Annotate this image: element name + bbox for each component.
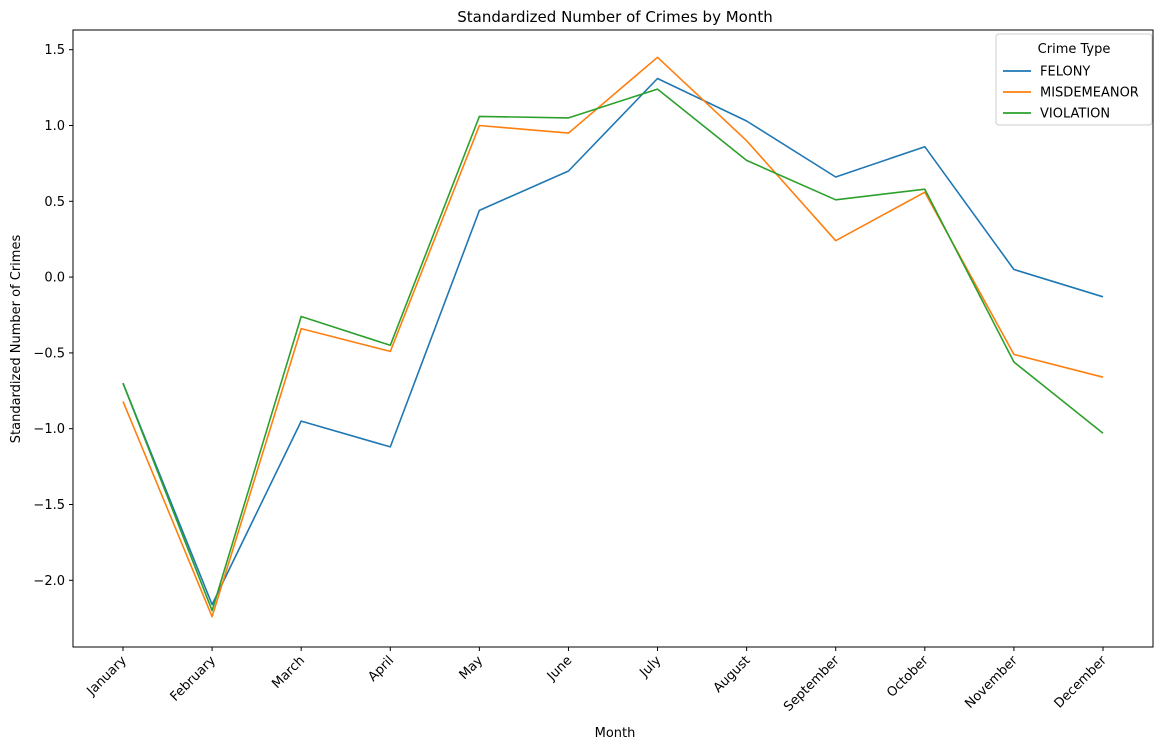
y-tick-label: 1.0 bbox=[44, 119, 65, 134]
y-tick-label: 0.0 bbox=[44, 271, 65, 286]
x-axis-label: Month bbox=[595, 726, 636, 741]
series-line-violation bbox=[122, 88, 1104, 612]
legend-title: Crime Type bbox=[1038, 42, 1111, 57]
legend-label-violation: VIOLATION bbox=[1040, 107, 1110, 122]
legend-label-misdemeanor: MISDEMEANOR bbox=[1040, 86, 1139, 101]
x-tick-label: December bbox=[1052, 653, 1111, 712]
legend: Crime Type FELONY MISDEMEANOR VIOLATION bbox=[995, 33, 1153, 126]
y-tick-label: −1.5 bbox=[33, 498, 65, 513]
series-line-misdemeanor bbox=[122, 56, 1104, 618]
x-tick-label: August bbox=[711, 653, 754, 696]
x-tick-label: January bbox=[84, 653, 130, 699]
y-tick-label: −2.0 bbox=[33, 574, 65, 589]
chart-title: Standardized Number of Crimes by Month bbox=[457, 8, 772, 26]
y-tick-label: 1.5 bbox=[44, 43, 65, 58]
series-line-felony bbox=[122, 77, 1104, 606]
x-tick-label: May bbox=[457, 653, 487, 683]
y-tick-label: −0.5 bbox=[33, 346, 65, 361]
plot-area: −2.0 −1.5 −1.0 −0.5 0.0 0.5 1.0 1.5 January Febru… bbox=[33, 29, 1154, 715]
x-tick-label: February bbox=[168, 653, 220, 705]
legend-label-felony: FELONY bbox=[1040, 65, 1090, 80]
x-tick-label: September bbox=[781, 653, 843, 715]
y-axis-label: Standardized Number of Crimes bbox=[9, 235, 24, 444]
x-tick-label: April bbox=[365, 653, 397, 685]
y-tick-label: −1.0 bbox=[33, 422, 65, 437]
plot-frame bbox=[72, 29, 1154, 648]
x-tick-label: October bbox=[884, 653, 932, 701]
x-tick-label: June bbox=[544, 653, 575, 684]
y-tick-label: 0.5 bbox=[44, 195, 65, 210]
x-tick-label: July bbox=[637, 653, 665, 681]
x-tick-label: November bbox=[962, 653, 1021, 712]
legend-box bbox=[995, 33, 1153, 126]
x-tick-label: March bbox=[269, 653, 308, 692]
